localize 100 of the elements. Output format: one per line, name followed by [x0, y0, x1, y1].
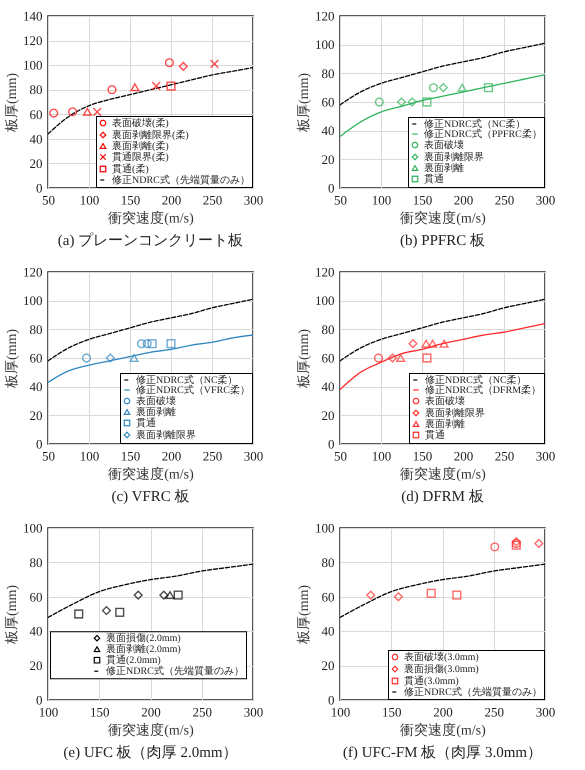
point	[134, 590, 143, 600]
y-tick-label: 100	[315, 520, 334, 536]
y-axis-title: 板厚(mm)	[296, 72, 312, 134]
y-tick-label: 60	[322, 94, 334, 110]
legend-label: 修正NDRC式（DFRM柔）	[425, 384, 542, 396]
point	[512, 537, 521, 546]
point	[366, 590, 376, 600]
point	[92, 107, 102, 116]
y-tick-label: 80	[30, 554, 42, 570]
y-tick-label: 60	[30, 106, 42, 122]
x-axis-title: 衝突速度(m/s)	[108, 722, 194, 738]
line-series	[340, 74, 545, 138]
point	[210, 59, 220, 68]
line-series	[340, 298, 545, 362]
y-tick-label: 100	[23, 293, 42, 308]
x-tick-label: 300	[536, 704, 556, 720]
y-tick-label: 80	[322, 322, 334, 337]
y-tick-label: 100	[315, 293, 334, 308]
x-tick-label: 200	[433, 704, 453, 720]
legend-label: 表面破壊(柔)	[112, 117, 169, 129]
legend-label: 表面破壊(3.0mm)	[404, 651, 479, 663]
x-tick-label: 300	[536, 192, 556, 208]
y-tick-label: 40	[322, 624, 334, 639]
x-axis-title: 衝突速度(m/s)	[108, 466, 194, 482]
point	[490, 542, 500, 552]
x-tick-label: 300	[244, 192, 264, 208]
x-tick-label: 150	[120, 192, 140, 208]
point	[534, 538, 544, 548]
y-axis-title: 板厚(mm)	[4, 328, 20, 390]
x-tick-label: 50	[42, 448, 55, 464]
x-tick-label: 250	[202, 192, 222, 208]
legend-label: 貫通(3.0mm)	[404, 675, 459, 687]
y-tick-label: 100	[23, 58, 42, 73]
text: (f) UFC-FM 板（肉厚 3.0mm）	[342, 744, 542, 761]
legend-label: 裏面剥離限界	[425, 407, 485, 419]
y-tick-label: 80	[30, 322, 42, 337]
point	[74, 609, 84, 619]
y-tick-label: 20	[322, 152, 334, 167]
x-tick-label: 300	[244, 704, 264, 720]
point	[82, 108, 92, 116]
point	[107, 85, 117, 94]
x-tick-label: 200	[454, 448, 474, 464]
point	[512, 538, 521, 548]
point	[178, 62, 188, 71]
x-tick-label: 300	[244, 448, 264, 464]
x-tick-label: 150	[412, 448, 432, 464]
line-series	[48, 563, 253, 618]
x-tick-label: 150	[120, 448, 140, 464]
legend-label: 裏面剥離	[136, 406, 176, 418]
x-tick-label: 150	[382, 704, 402, 720]
y-axis-title: 板厚(mm)	[296, 584, 312, 646]
y-tick-label: 60	[322, 350, 334, 366]
point	[452, 590, 462, 600]
line-series	[48, 334, 253, 384]
point	[164, 58, 174, 68]
x-tick-label: 250	[484, 704, 504, 720]
x-tick-label: 100	[80, 192, 100, 208]
x-tick-label: 50	[334, 192, 347, 208]
point	[102, 606, 111, 616]
y-tick-label: 20	[30, 156, 42, 171]
point	[426, 588, 436, 598]
legend-label: 裏面剥離限界	[424, 151, 484, 163]
line-series	[340, 42, 545, 106]
legend-label: 貫通限界(柔)	[112, 151, 169, 163]
y-tick-label: 20	[322, 408, 334, 423]
y-tick-label: 120	[315, 8, 334, 24]
y-tick-label: 60	[30, 589, 42, 604]
point	[152, 81, 161, 91]
legend-label: 修正NDRC式（NC柔）	[136, 374, 238, 386]
y-axis-title: 板厚(mm)	[4, 584, 20, 646]
legend-label: 貫通	[424, 173, 444, 185]
y-tick-label: 0	[36, 436, 42, 452]
legend-label: 裏面剥離	[425, 418, 465, 430]
x-tick-label: 200	[454, 192, 474, 208]
x-tick-label: 200	[141, 704, 161, 720]
y-axis-title: 板厚(mm)	[296, 328, 312, 390]
legend-label: 表面破壊	[425, 395, 465, 407]
x-tick-label: 50	[42, 192, 55, 208]
y-tick-label: 120	[23, 33, 42, 48]
point	[394, 592, 403, 602]
x-axis-title: 衝突速度(m/s)	[400, 722, 486, 738]
x-tick-label: 50	[334, 448, 347, 464]
y-tick-label: 60	[322, 589, 334, 604]
line-series	[48, 298, 253, 362]
y-tick-label: 40	[30, 379, 42, 394]
y-tick-label: 100	[315, 37, 334, 52]
text: (e) UFC 板（肉厚 2.0mm）	[63, 744, 238, 761]
legend-label: 貫通	[425, 429, 445, 441]
x-tick-label: 300	[536, 448, 556, 464]
x-axis-title: 衝突速度(m/s)	[400, 210, 486, 226]
legend-label: 裏面剥離限界	[136, 429, 196, 441]
x-tick-label: 250	[202, 448, 222, 464]
x-tick-label: 100	[372, 448, 392, 464]
text: (d) DFRM 板	[401, 488, 484, 505]
y-tick-label: 140	[23, 8, 42, 24]
x-tick-label: 150	[412, 192, 432, 208]
y-tick-label: 0	[328, 180, 334, 196]
y-tick-label: 60	[30, 350, 42, 366]
legend-label: 修正NDRC式（VFRC柔）	[136, 384, 250, 396]
legend-label: 表面破壊	[424, 139, 464, 151]
